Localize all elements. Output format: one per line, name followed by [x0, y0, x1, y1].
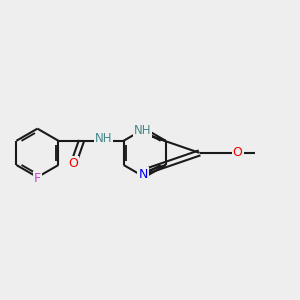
Text: NH: NH [134, 124, 151, 137]
Text: O: O [68, 157, 78, 169]
Text: N: N [139, 168, 148, 181]
Text: NH: NH [95, 132, 112, 145]
Text: F: F [34, 172, 41, 185]
Text: O: O [233, 146, 243, 159]
